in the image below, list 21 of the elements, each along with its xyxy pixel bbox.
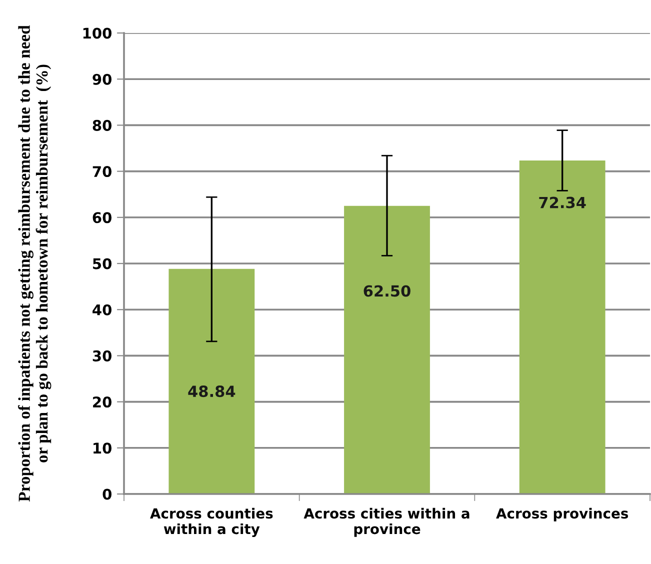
x-tick-label: Across counties within a city xyxy=(150,508,273,537)
y-tick-label: 60 xyxy=(92,212,112,224)
y-axis-title: Proportion of inpatients not getting reimbursement due to the need or plan to go back to hometown for reimbursement (%) xyxy=(18,25,52,502)
y-tick-label: 20 xyxy=(93,396,112,408)
y-tick-label: 90 xyxy=(92,74,112,85)
data-label: 72.34 xyxy=(539,196,586,208)
bar xyxy=(519,160,606,494)
x-tick-label: Across provinces xyxy=(496,508,628,522)
x-tick-label: Across cities within a province xyxy=(304,508,470,537)
y-tick-label: 70 xyxy=(92,166,112,178)
data-label: 48.84 xyxy=(188,386,236,398)
data-label: 62.50 xyxy=(364,285,410,297)
bar xyxy=(344,206,430,494)
y-tick-label: 40 xyxy=(92,304,112,316)
y-tick-label: 30 xyxy=(92,350,112,362)
y-tick-label: 80 xyxy=(92,120,112,131)
y-tick-label: 0 xyxy=(102,488,112,500)
y-tick-label: 50 xyxy=(93,258,112,270)
y-tick-label: 10 xyxy=(94,442,112,454)
bar xyxy=(168,268,255,494)
y-tick-label: 100 xyxy=(83,28,112,39)
